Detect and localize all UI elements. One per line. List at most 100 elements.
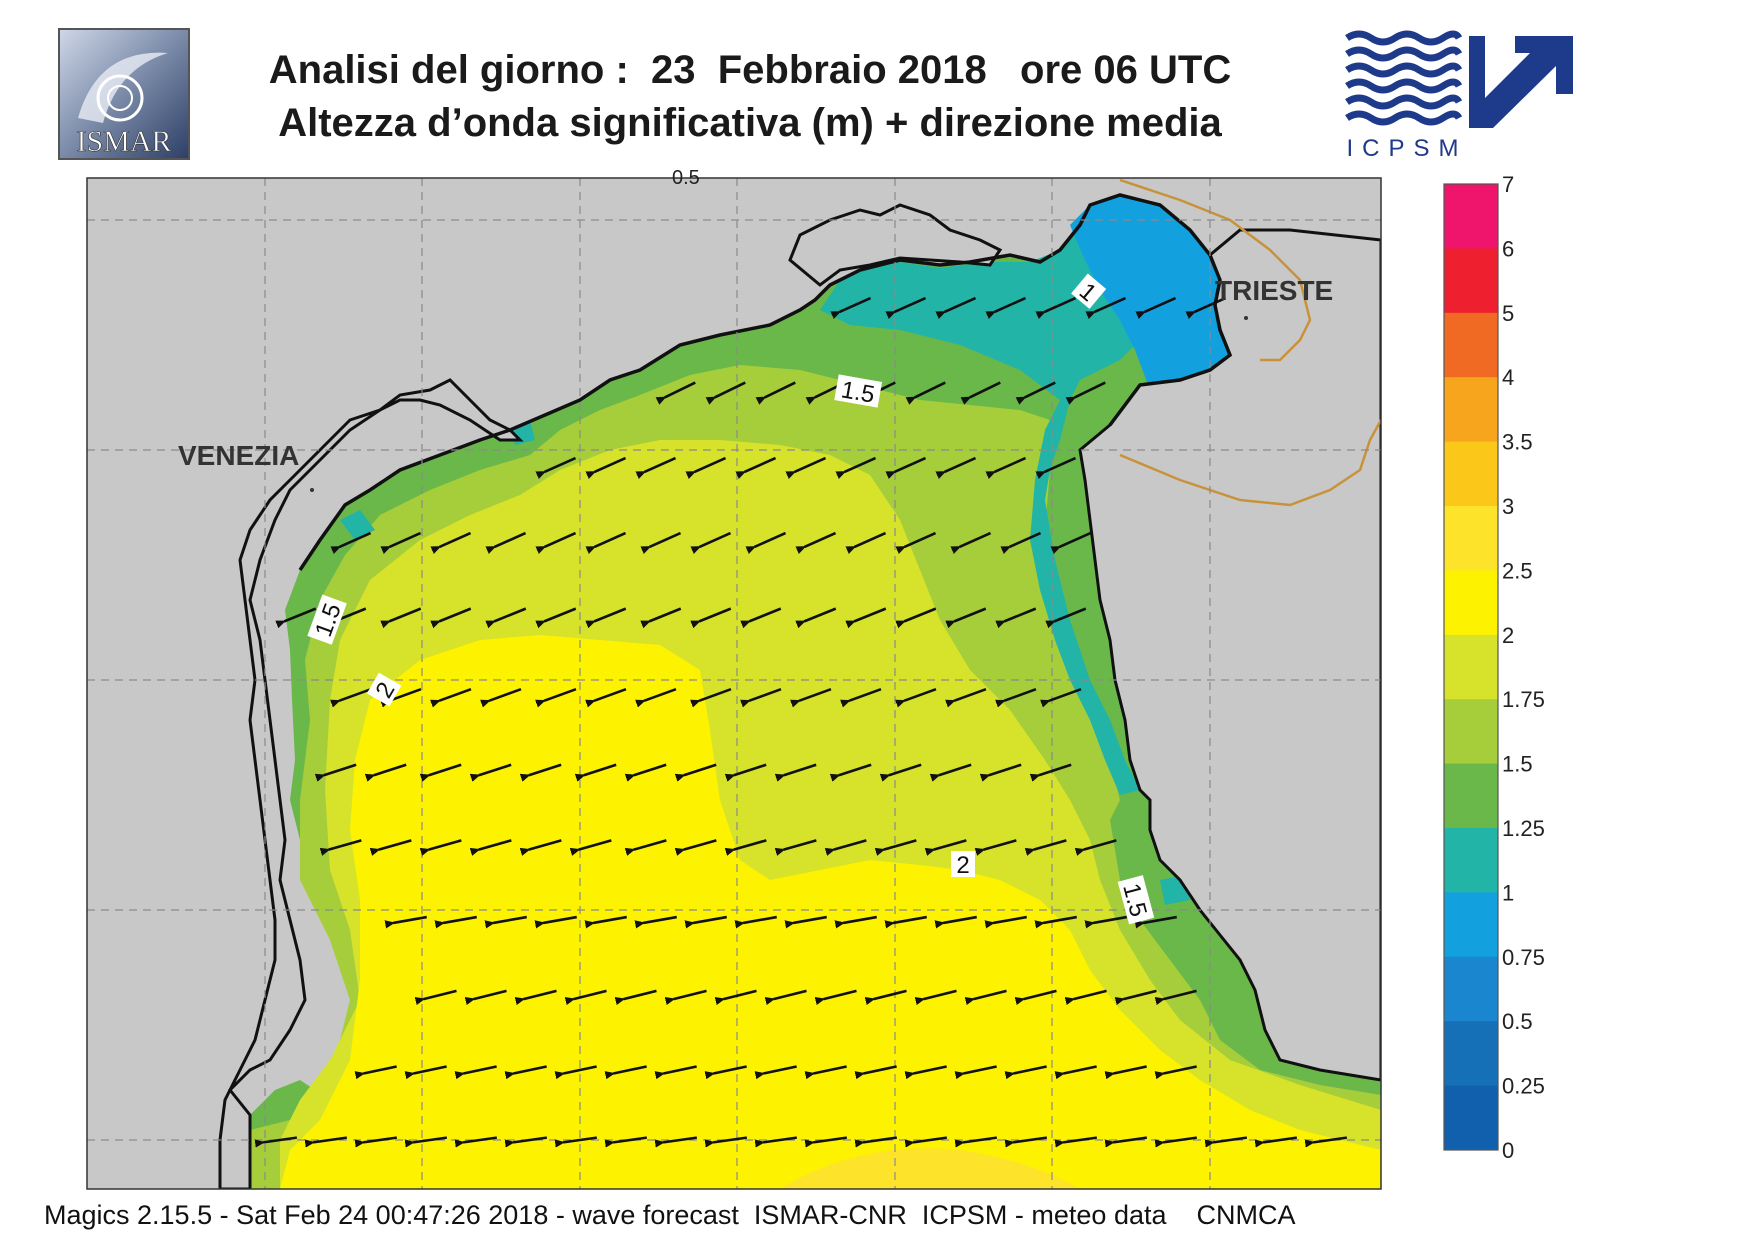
legend-swatch (1444, 312, 1498, 378)
direction-arrow (699, 607, 732, 622)
direction-arrow (674, 989, 707, 999)
direction-arrow (389, 607, 422, 622)
legend-swatch (1444, 763, 1498, 829)
grado-land (788, 203, 1003, 287)
color-legend: 7 6 5 4 3.5 3 2.5 2 1.75 1.5 1.25 1 0.75 0.5 0.25 0 (1443, 172, 1545, 1163)
direction-arrow (889, 763, 922, 776)
contour-label-1p5-north: 1.5 (839, 376, 877, 408)
legend-swatch (1444, 1021, 1498, 1087)
direction-arrow (339, 531, 372, 547)
direction-arrow (944, 296, 977, 312)
direction-arrow (594, 687, 627, 701)
direction-arrow (634, 763, 667, 776)
legend-label: 1 (1502, 880, 1514, 905)
legend-label: 3.5 (1502, 430, 1533, 455)
direction-arrow (494, 531, 527, 547)
direction-arrow (663, 1136, 698, 1143)
legend-swatch (1444, 184, 1498, 249)
direction-arrow (529, 839, 562, 849)
direction-arrow (813, 1065, 847, 1073)
direction-arrow (1009, 531, 1042, 547)
legend-label: 2.5 (1502, 558, 1533, 583)
direction-arrow (863, 1136, 898, 1143)
direction-arrow (313, 1136, 348, 1143)
direction-arrow (1113, 1136, 1148, 1143)
direction-arrow (474, 989, 507, 999)
direction-arrow (1163, 1065, 1197, 1073)
direction-arrow (843, 915, 877, 923)
direction-arrow (1074, 989, 1107, 999)
direction-arrow (684, 839, 717, 849)
direction-arrow (684, 763, 717, 776)
direction-arrows (263, 296, 1348, 1143)
legend-label: 1.5 (1502, 752, 1533, 777)
direction-arrow (989, 763, 1022, 776)
direction-arrow (513, 1136, 548, 1143)
direction-arrow (529, 763, 562, 776)
direction-arrow (524, 989, 557, 999)
direction-arrow (1124, 989, 1157, 999)
direction-arrow (963, 1136, 998, 1143)
direction-arrow (389, 687, 422, 701)
legend-label: 0.75 (1502, 945, 1545, 970)
direction-arrow (1024, 989, 1057, 999)
direction-arrow (584, 763, 617, 776)
band-2 (280, 635, 1381, 1189)
direction-arrow (715, 381, 746, 398)
icpsm-logo-text: ICPSM (1346, 135, 1467, 162)
direction-arrow (544, 456, 577, 472)
direction-arrow (634, 839, 667, 849)
direction-arrow (594, 607, 627, 622)
direction-arrow (749, 687, 782, 701)
legend-label: 5 (1502, 301, 1514, 326)
direction-arrow (1049, 687, 1082, 701)
direction-arrow (1084, 839, 1117, 849)
direction-arrow (489, 687, 522, 701)
legend-label: 0 (1502, 1138, 1514, 1163)
legend-label: 6 (1502, 236, 1514, 261)
direction-arrow (1313, 1136, 1348, 1143)
direction-arrow (624, 989, 657, 999)
direction-arrow (915, 381, 946, 398)
direction-arrow (513, 1065, 547, 1073)
direction-arrow (849, 687, 882, 701)
direction-arrow (1025, 381, 1056, 398)
direction-arrow (643, 915, 677, 923)
legend-swatch (1444, 570, 1498, 636)
direction-arrow (974, 989, 1007, 999)
direction-arrow (744, 456, 777, 472)
direction-arrow (413, 1065, 447, 1073)
direction-arrow (904, 687, 937, 701)
direction-arrow (913, 1065, 947, 1073)
legend-swatch (1444, 506, 1498, 571)
direction-arrow (994, 296, 1027, 312)
direction-arrow (1075, 381, 1106, 398)
legend-swatch (1444, 699, 1498, 765)
legend-label: 2 (1502, 623, 1514, 648)
direction-arrow (393, 915, 427, 923)
legend-label: 0.25 (1502, 1074, 1545, 1099)
direction-arrow (934, 839, 967, 849)
direction-arrow (799, 687, 832, 701)
direction-arrow (544, 607, 577, 622)
direction-arrow (943, 915, 977, 923)
legend-swatch (1444, 634, 1498, 700)
direction-arrow (1213, 1136, 1248, 1143)
direction-arrow (1144, 296, 1177, 312)
direction-arrow (1113, 1065, 1147, 1073)
direction-arrow (663, 1065, 697, 1073)
direction-arrow (463, 1136, 498, 1143)
direction-arrow (804, 607, 837, 622)
direction-arrow (904, 531, 937, 547)
direction-arrow (1044, 456, 1077, 472)
direction-arrow (784, 763, 817, 776)
direction-arrow (894, 456, 927, 472)
direction-arrow (713, 1065, 747, 1073)
direction-arrow (644, 687, 677, 701)
legend-swatch (1444, 248, 1498, 314)
direction-arrow (1059, 531, 1092, 547)
legend-label: 1.75 (1502, 687, 1545, 712)
direction-arrow (329, 839, 362, 849)
direction-arrow (724, 989, 757, 999)
direction-arrow (765, 381, 796, 398)
